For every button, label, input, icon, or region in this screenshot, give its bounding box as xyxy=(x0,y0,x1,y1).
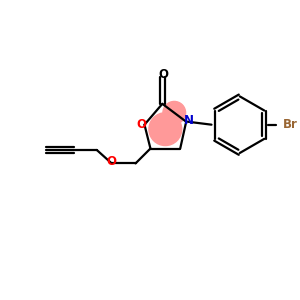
Text: O: O xyxy=(107,155,117,168)
Circle shape xyxy=(163,101,186,124)
Text: O: O xyxy=(136,118,146,131)
Text: N: N xyxy=(184,114,194,127)
Circle shape xyxy=(149,113,182,146)
Text: O: O xyxy=(159,68,169,80)
Text: Br: Br xyxy=(282,118,297,131)
